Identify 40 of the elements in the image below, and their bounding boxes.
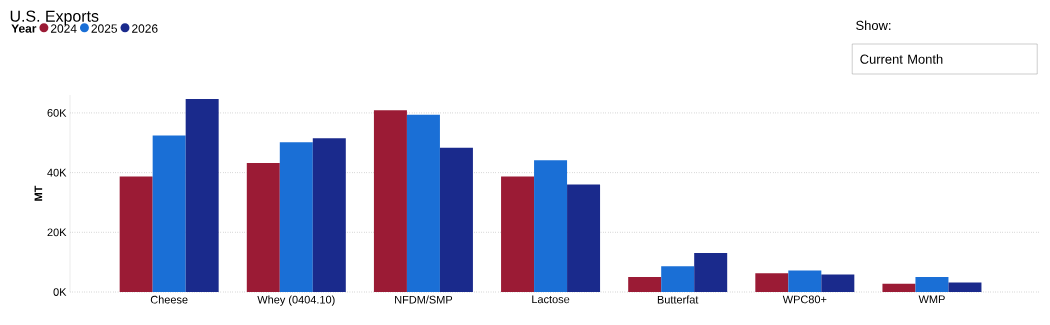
legend-title: Year	[11, 24, 37, 33]
bar	[152, 135, 186, 292]
x-tick-label: Cheese	[150, 295, 188, 304]
bar	[788, 270, 822, 292]
bar	[567, 184, 601, 292]
bar	[534, 160, 568, 292]
y-tick-label: 60K	[47, 109, 67, 117]
bar	[694, 252, 728, 292]
x-tick-label: WPC80+	[782, 295, 827, 304]
bar	[882, 283, 916, 292]
bar	[948, 282, 982, 292]
y-tick-label: 0K	[53, 288, 67, 296]
x-tick-label: Butterfat	[657, 295, 699, 304]
bar	[406, 114, 440, 292]
bar	[439, 147, 473, 292]
bar	[915, 277, 949, 292]
y-tick-label: 20K	[47, 228, 67, 237]
bar	[628, 277, 662, 292]
x-tick-label: WMP	[918, 295, 945, 304]
x-tick-label: NFDM/SMP	[395, 295, 453, 304]
chart-title: U.S. Exports	[10, 10, 99, 25]
bar	[373, 110, 407, 292]
bar	[501, 176, 535, 292]
bar	[661, 266, 695, 292]
x-tick-label: Lactose	[532, 295, 570, 304]
x-tick-label: Whey (0404.10)	[257, 295, 335, 306]
y-axis-title: MT	[34, 185, 43, 201]
bar	[119, 176, 153, 292]
legend-label: 2026	[132, 24, 158, 33]
text: Current Month	[860, 54, 943, 64]
bar	[312, 138, 346, 292]
bar	[279, 142, 313, 292]
text: Show:	[856, 20, 891, 31]
bar	[185, 98, 219, 292]
bar	[755, 273, 789, 292]
bar	[821, 274, 855, 292]
y-tick-label: 40K	[47, 168, 67, 177]
bar	[246, 163, 280, 292]
legend-label: 2025	[91, 24, 118, 33]
legend-label: 2024	[50, 24, 77, 33]
